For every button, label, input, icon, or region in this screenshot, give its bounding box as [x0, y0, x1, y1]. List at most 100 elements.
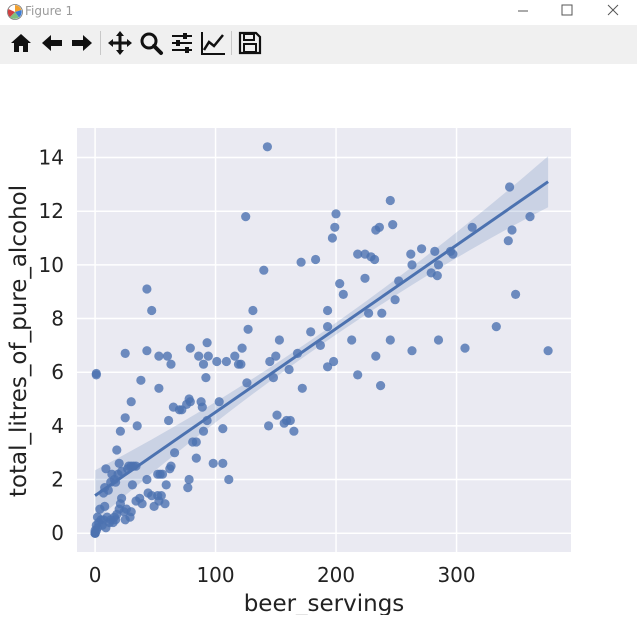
scatter-point: [329, 356, 339, 367]
line-chart-icon[interactable]: [199, 29, 227, 57]
scatter-point: [185, 343, 195, 353]
scatter-point: [126, 397, 136, 407]
scatter-point: [156, 491, 166, 501]
scatter-point: [467, 222, 477, 232]
scatter-point: [430, 246, 440, 256]
scatter-point: [407, 260, 417, 270]
scatter-point: [115, 426, 125, 436]
scatter-point: [274, 335, 284, 345]
arrow-right-icon[interactable]: [68, 29, 96, 57]
scatter-point: [388, 220, 398, 230]
scatter-point: [289, 426, 299, 436]
scatter-point: [271, 351, 281, 361]
scatter-point: [142, 284, 152, 294]
y-tick-labels: 0 2 4 6 8 10 12 14: [39, 146, 64, 546]
scatter-point: [166, 359, 176, 369]
scatter-point: [166, 461, 176, 471]
scatter-point: [297, 383, 307, 393]
scatter-point: [432, 271, 442, 281]
y-tick-label: 10: [39, 253, 64, 277]
y-tick-label: 4: [51, 414, 64, 438]
move-icon[interactable]: [106, 29, 134, 57]
grid-lines: [77, 128, 571, 552]
scatter-point: [385, 195, 395, 206]
y-tick-label: 14: [39, 146, 64, 170]
scatter-point: [272, 410, 282, 420]
x-tick-label: 200: [317, 563, 355, 587]
x-tick-labels: 0 100 200 300: [89, 563, 476, 587]
scatter-point: [241, 212, 251, 222]
scatter-point: [142, 346, 152, 356]
scatter-point: [262, 142, 272, 152]
scatter-point: [448, 249, 458, 259]
scatter-point: [265, 356, 275, 367]
scatter-point: [198, 359, 209, 369]
window-title: Figure 1: [25, 4, 74, 18]
x-tick-label: 300: [437, 563, 475, 587]
navigation-toolbar: [0, 25, 637, 64]
scatter-point: [296, 257, 306, 267]
scatter-point: [491, 322, 501, 332]
scatter-point: [142, 474, 152, 485]
matplotlib-logo-icon: [7, 4, 23, 20]
scatter-point: [407, 346, 417, 356]
home-icon[interactable]: [7, 29, 35, 57]
scatter-point: [323, 322, 333, 332]
scatter-point: [101, 464, 111, 474]
scatter-point: [374, 222, 384, 232]
toolbar-separator: [100, 31, 101, 55]
scatter-point: [154, 351, 164, 361]
scatter-point: [353, 370, 363, 380]
close-icon[interactable]: [590, 0, 636, 24]
floppy-disk-icon[interactable]: [236, 29, 264, 57]
scatter-point: [198, 426, 209, 436]
sliders-icon[interactable]: [168, 29, 196, 57]
scatter-point: [327, 233, 337, 243]
scatter-point: [259, 265, 269, 275]
magnifier-icon[interactable]: [137, 29, 165, 57]
y-tick-label: 6: [51, 360, 64, 384]
arrow-left-icon[interactable]: [38, 29, 66, 57]
scatter-point: [120, 348, 130, 358]
figure-canvas[interactable]: 0 100 200 300 0 2 4 6 8 10 12 14 beer_servings tot…: [0, 64, 637, 617]
scatter-point: [433, 260, 444, 270]
scatter-point: [507, 225, 517, 235]
scatter-point: [185, 397, 195, 407]
regression-line: [94, 180, 549, 497]
scatter-point: [510, 289, 521, 299]
scatter-point: [218, 424, 228, 434]
scatter-point: [221, 356, 231, 367]
scatter-point: [503, 236, 513, 246]
scatter-point: [285, 415, 295, 426]
scatter-point: [338, 289, 348, 299]
scatter-point: [331, 209, 341, 219]
scatter-point: [385, 335, 395, 345]
scatter-point: [112, 445, 122, 455]
scatter-point: [248, 305, 258, 316]
scatter-point: [315, 340, 325, 350]
scatter-point: [360, 273, 370, 283]
scatter-point: [335, 279, 345, 289]
scatter-point: [191, 437, 201, 447]
scatter-point: [170, 448, 180, 458]
scatter-point: [433, 335, 444, 345]
y-axis-label: total_litres_of_pure_alcohol: [6, 185, 32, 497]
scatter-point: [242, 378, 252, 388]
scatter-point: [364, 308, 374, 318]
scatter-point: [164, 415, 174, 426]
maximize-icon[interactable]: [544, 0, 590, 24]
scatter-point: [137, 499, 147, 509]
scatter-point: [184, 474, 194, 485]
scatter-point: [212, 356, 222, 367]
y-tick-label: 12: [39, 199, 64, 223]
scatter-point: [323, 305, 333, 316]
scatter-point: [353, 249, 363, 259]
minimize-icon[interactable]: [500, 0, 546, 24]
scatter-point: [243, 324, 253, 334]
scatter-point: [311, 254, 321, 265]
window-title-bar: Figure 1: [0, 0, 637, 24]
scatter-points: [90, 142, 553, 538]
scatter-point: [117, 493, 127, 503]
scatter-point: [191, 453, 201, 463]
scatter-point: [161, 480, 171, 490]
